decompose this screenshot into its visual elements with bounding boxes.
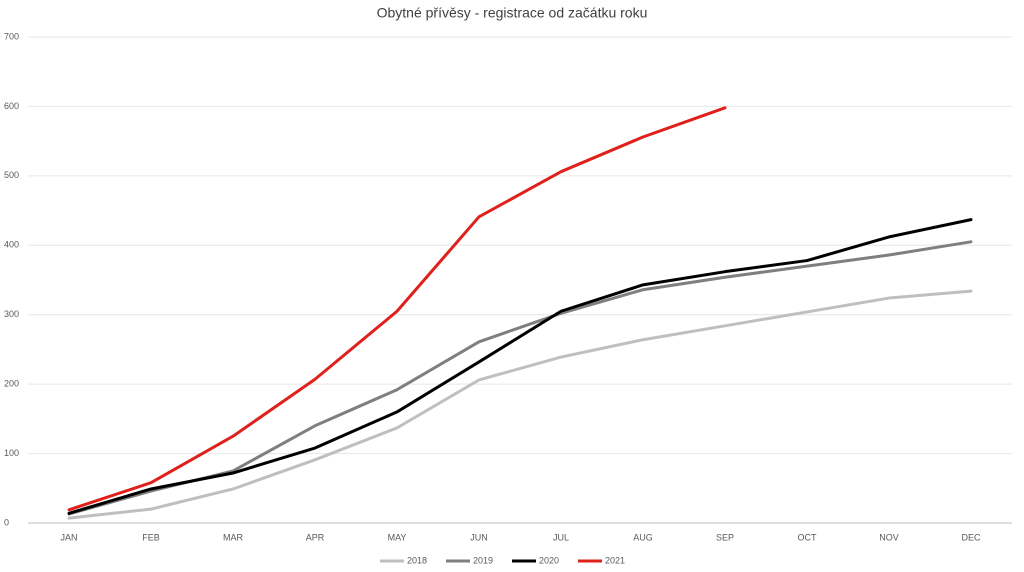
x-tick-label: JUL <box>553 532 569 542</box>
x-tick-label: DEC <box>961 532 981 542</box>
x-tick-label: MAR <box>223 532 244 542</box>
y-tick-label: 0 <box>4 517 9 527</box>
series-line <box>67 240 973 516</box>
x-tick-label: OCT <box>798 532 818 542</box>
legend-label: 2019 <box>473 555 493 565</box>
x-tick-label: JUN <box>470 532 488 542</box>
x-tick-label: AUG <box>633 532 653 542</box>
legend-label: 2018 <box>407 555 427 565</box>
x-tick-label: APR <box>306 532 325 542</box>
series-line <box>67 106 727 512</box>
y-tick-label: 400 <box>4 240 19 250</box>
x-tick-label: MAY <box>388 532 407 542</box>
series-line <box>67 218 973 515</box>
y-tick-label: 600 <box>4 101 19 111</box>
y-tick-label: 500 <box>4 170 19 180</box>
y-tick-label: 200 <box>4 379 19 389</box>
x-tick-label: SEP <box>716 532 734 542</box>
series-line <box>67 289 973 520</box>
x-tick-label: FEB <box>142 532 160 542</box>
legend-label: 2021 <box>605 555 625 565</box>
x-tick-label: NOV <box>879 532 899 542</box>
chart-title: Obytné přívěsy - registrace od začátku r… <box>377 5 648 21</box>
y-tick-label: 700 <box>4 31 19 41</box>
legend-label: 2020 <box>539 555 559 565</box>
x-tick-label: JAN <box>60 532 77 542</box>
y-tick-label: 100 <box>4 448 19 458</box>
y-tick-label: 300 <box>4 309 19 319</box>
